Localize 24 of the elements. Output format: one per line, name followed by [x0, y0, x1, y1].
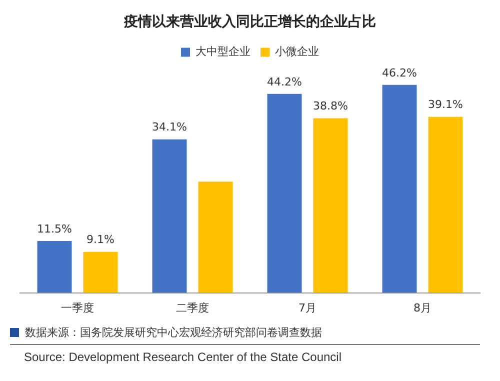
source-note: Source: Development Research Center of the State Council — [23, 349, 343, 364]
bar — [267, 94, 302, 293]
data-label: 44.2% — [267, 75, 302, 88]
data-label: 11.5% — [37, 222, 72, 236]
bar — [152, 139, 187, 293]
data-label: 38.8% — [313, 100, 348, 113]
bar — [382, 84, 417, 293]
x-tick-label: 8月 — [414, 301, 432, 314]
chart-title: 疫情以来营业收入同比正增长的企业占比 — [123, 13, 376, 30]
data-label: 34.1% — [152, 120, 187, 134]
bar — [37, 241, 72, 293]
bar — [198, 182, 233, 293]
x-tick-label: 7月 — [298, 301, 316, 314]
legend-label: 小微企业 — [275, 45, 319, 58]
bar — [83, 252, 118, 293]
data-label: 46.2% — [382, 66, 417, 80]
x-tick-label: 二季度 — [176, 301, 209, 314]
data-label: 39.1% — [428, 98, 463, 112]
x-tick-label: 一季度 — [61, 301, 94, 314]
data-label: 9.1% — [86, 233, 114, 246]
legend-label: 大中型企业 — [196, 45, 250, 58]
bar — [428, 116, 463, 293]
source-note: 数据来源：国务院发展研究中心宏观经济研究部问卷调查数据 — [25, 325, 322, 340]
bar — [313, 118, 348, 293]
